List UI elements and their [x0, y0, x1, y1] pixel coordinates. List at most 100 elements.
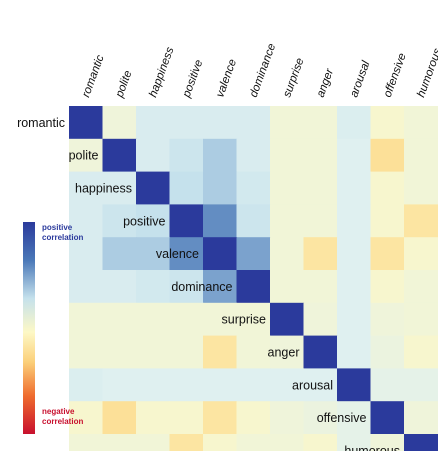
- heatmap-cell-arousal-happiness: [136, 368, 171, 402]
- heatmap-cell-valence-arousal: [337, 237, 372, 271]
- heatmap-cell-surprise-valence: [203, 302, 238, 337]
- column-label-romantic: romantic: [80, 53, 106, 99]
- row-labels: romantic polite happiness positive valence do…: [17, 116, 400, 451]
- heatmap-cell-offensive-offensive: [370, 401, 405, 435]
- row-label-surprise: surprise: [222, 313, 267, 327]
- legend-color-bar: [23, 222, 35, 434]
- column-label-surprise: surprise: [281, 56, 306, 99]
- heatmap-cells: [69, 106, 438, 451]
- heatmap-cell-valence-happiness: [136, 237, 171, 271]
- heatmap-cell-romantic-romantic: [69, 106, 104, 140]
- heatmap-cell-valence-dominance: [236, 237, 271, 271]
- heatmap-cell-dominance-offensive: [370, 270, 405, 304]
- heatmap-cell-anger-anger: [303, 335, 338, 369]
- legend-negative-label-line1: negative: [42, 407, 75, 416]
- heatmap-cell-humorous-surprise: [270, 434, 305, 451]
- heatmap-cell-humorous-anger: [303, 434, 338, 451]
- heatmap-cell-surprise-romantic: [69, 302, 104, 337]
- legend-negative-label-line2: correlation: [42, 417, 83, 426]
- heatmap-cell-dominance-positive: [169, 270, 204, 304]
- heatmap-cell-polite-polite: [102, 138, 137, 173]
- heatmap-cell-humorous-happiness: [136, 434, 171, 451]
- heatmap-cell-valence-offensive: [370, 237, 405, 271]
- heatmap-cell-dominance-polite: [102, 270, 137, 304]
- heatmap-cell-romantic-happiness: [136, 106, 171, 140]
- heatmap-cell-surprise-arousal: [337, 302, 372, 337]
- heatmap-cell-dominance-happiness: [136, 270, 171, 304]
- heatmap-cell-valence-positive: [169, 237, 204, 271]
- heatmap-cell-humorous-valence: [203, 434, 238, 451]
- heatmap-cell-polite-valence: [203, 138, 238, 173]
- heatmap-cell-anger-valence: [203, 335, 238, 369]
- heatmap-cell-anger-offensive: [370, 335, 405, 369]
- heatmap-cell-happiness-anger: [303, 171, 338, 205]
- heatmap-cell-positive-dominance: [236, 204, 271, 238]
- heatmap-cell-romantic-humorous: [404, 106, 438, 140]
- heatmap-cell-dominance-arousal: [337, 270, 372, 304]
- column-label-anger: anger: [315, 66, 337, 99]
- heatmap-cell-offensive-romantic: [69, 401, 104, 435]
- column-label-arousal: arousal: [348, 59, 372, 99]
- heatmap-cell-happiness-surprise: [270, 171, 305, 205]
- legend-positive-label-line1: positive: [42, 223, 73, 232]
- heatmap-cell-humorous-romantic: [69, 434, 104, 451]
- legend: positive correlation negative correlatio…: [23, 222, 83, 434]
- heatmap-cell-romantic-polite: [102, 106, 137, 140]
- heatmap-cell-romantic-anger: [303, 106, 338, 140]
- heatmap-cell-valence-surprise: [270, 237, 305, 271]
- heatmap-cell-arousal-arousal: [337, 368, 372, 402]
- heatmap-cell-happiness-positive: [169, 171, 204, 205]
- heatmap-cell-polite-anger: [303, 138, 338, 173]
- heatmap-cell-offensive-humorous: [404, 401, 438, 435]
- heatmap-cell-valence-romantic: [69, 237, 104, 271]
- heatmap-cell-surprise-surprise: [270, 302, 305, 337]
- heatmap-cell-positive-offensive: [370, 204, 405, 238]
- heatmap-cell-positive-surprise: [270, 204, 305, 238]
- heatmap-cell-happiness-happiness: [136, 171, 171, 205]
- column-label-humorous: humorous: [415, 47, 438, 99]
- heatmap-cell-anger-arousal: [337, 335, 372, 369]
- heatmap-cell-offensive-valence: [203, 401, 238, 435]
- heatmap-cell-happiness-romantic: [69, 171, 104, 205]
- heatmap-cell-arousal-offensive: [370, 368, 405, 402]
- heatmap-cell-happiness-humorous: [404, 171, 438, 205]
- heatmap-cell-anger-polite: [102, 335, 137, 369]
- row-label-offensive: offensive: [317, 411, 367, 425]
- heatmap-cell-offensive-dominance: [236, 401, 271, 435]
- heatmap-cell-surprise-humorous: [404, 302, 438, 337]
- column-label-valence: valence: [214, 58, 239, 99]
- heatmap-cell-offensive-happiness: [136, 401, 171, 435]
- heatmap-cell-dominance-surprise: [270, 270, 305, 304]
- heatmap-cell-offensive-polite: [102, 401, 137, 435]
- heatmap-cell-positive-polite: [102, 204, 137, 238]
- heatmap-cell-dominance-anger: [303, 270, 338, 304]
- heatmap-cell-polite-positive: [169, 138, 204, 173]
- heatmap-cell-anger-happiness: [136, 335, 171, 369]
- heatmap-cell-arousal-romantic: [69, 368, 104, 402]
- column-label-happiness: happiness: [147, 45, 176, 99]
- heatmap-cell-humorous-positive: [169, 434, 204, 451]
- heatmap-cell-polite-dominance: [236, 138, 271, 173]
- legend-negative-label: negative correlation: [42, 407, 83, 426]
- heatmap-cell-surprise-happiness: [136, 302, 171, 337]
- column-labels: romantic polite happiness positive valence do…: [80, 42, 438, 100]
- row-label-happiness: happiness: [75, 182, 132, 196]
- heatmap-cell-surprise-dominance: [236, 302, 271, 337]
- heatmap-cell-romantic-valence: [203, 106, 238, 140]
- heatmap-cell-polite-surprise: [270, 138, 305, 173]
- heatmap-cell-romantic-offensive: [370, 106, 405, 140]
- row-label-anger: anger: [268, 346, 300, 360]
- heatmap-cell-valence-humorous: [404, 237, 438, 271]
- heatmap-cell-polite-arousal: [337, 138, 372, 173]
- column-label-positive: positive: [180, 58, 205, 100]
- heatmap-cell-arousal-polite: [102, 368, 137, 402]
- heatmap-cell-happiness-arousal: [337, 171, 372, 205]
- heatmap-cell-dominance-humorous: [404, 270, 438, 304]
- heatmap-cell-anger-surprise: [270, 335, 305, 369]
- heatmap-cell-arousal-anger: [303, 368, 338, 402]
- heatmap-cell-positive-humorous: [404, 204, 438, 238]
- heatmap-cell-happiness-polite: [102, 171, 137, 205]
- heatmap-cell-valence-valence: [203, 237, 238, 271]
- heatmap-cell-anger-romantic: [69, 335, 104, 369]
- heatmap-cell-polite-happiness: [136, 138, 171, 173]
